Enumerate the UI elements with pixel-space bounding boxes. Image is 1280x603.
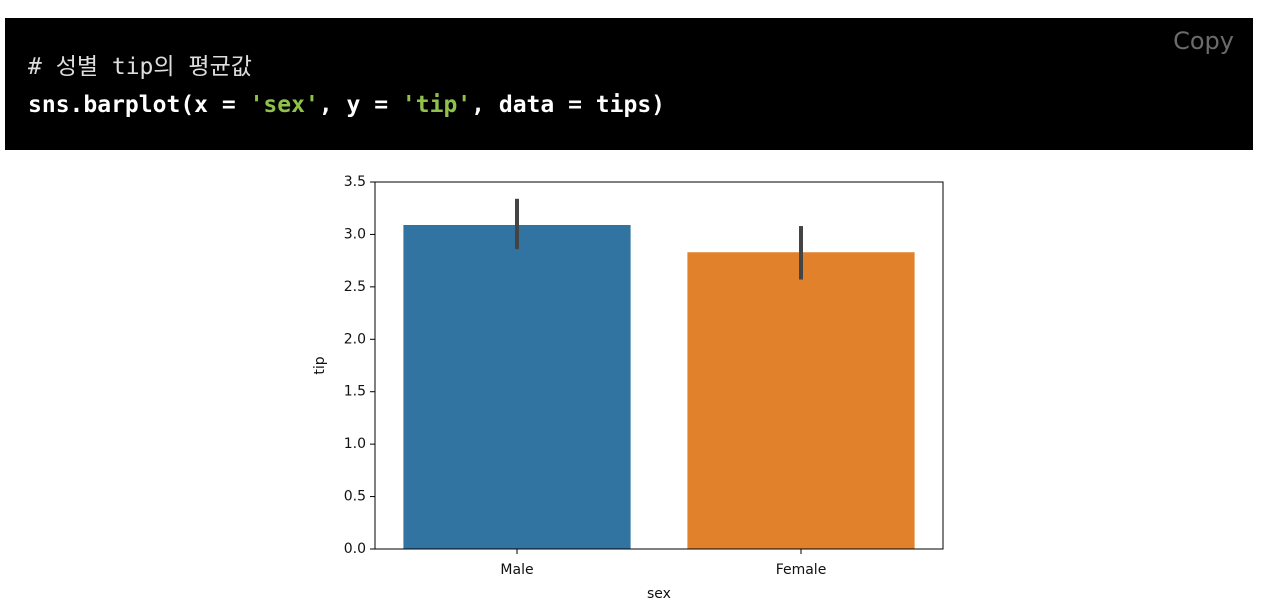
y-tick-label: 3.0 (344, 226, 366, 242)
x-tick-label: Female (776, 562, 827, 578)
y-tick-label: 1.0 (344, 436, 366, 452)
code-block (5, 18, 1253, 150)
code-comment: # 성별 tip의 평균값 (28, 54, 252, 80)
y-axis-label: tip (312, 356, 328, 374)
y-tick-label: 2.5 (344, 279, 366, 295)
code-token: , data = tips) (471, 92, 665, 118)
y-tick-label: 1.5 (344, 384, 366, 400)
y-tick-label: 0.5 (344, 489, 366, 505)
x-axis-label: sex (647, 586, 671, 602)
axes-frame (374, 181, 944, 550)
code-string: 'tip' (402, 92, 471, 118)
y-tick-label: 3.5 (344, 174, 366, 190)
code-line: sns.barplot(x = 'sex', y = 'tip', data =… (28, 92, 665, 118)
y-tick-label: 0.0 (344, 541, 366, 557)
x-tick-label: Male (500, 562, 533, 578)
code-token: sns.barplot(x = (28, 92, 250, 118)
copy-button[interactable]: Copy (1173, 27, 1234, 55)
bar (403, 224, 631, 549)
chart: 0.0 0.5 1.0 1.5 2.0 2.5 3.0 3.5 Male Female sex tip (312, 174, 944, 602)
code-string: 'sex' (250, 92, 319, 118)
code-token: , y = (319, 92, 402, 118)
bar (687, 252, 915, 550)
y-tick-label: 2.0 (344, 331, 366, 347)
